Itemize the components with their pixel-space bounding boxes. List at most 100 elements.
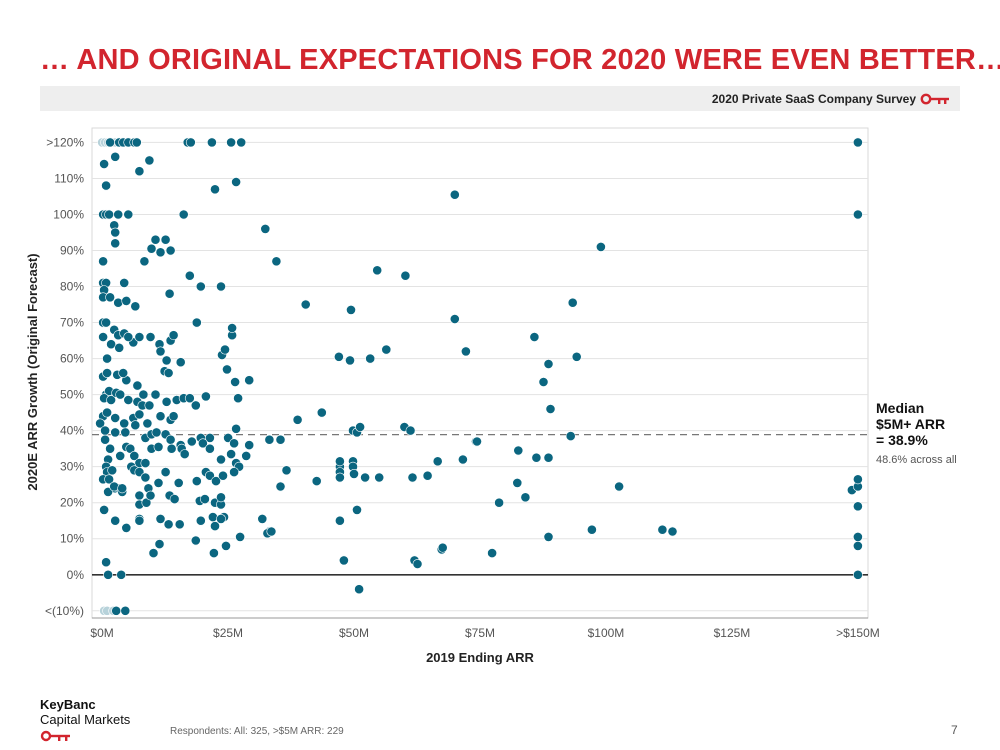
data-point xyxy=(334,515,345,526)
data-point xyxy=(229,438,239,449)
data-point xyxy=(98,256,108,267)
data-point xyxy=(520,492,531,503)
x-tick-label: $0M xyxy=(90,626,113,640)
data-point xyxy=(311,476,322,486)
data-point xyxy=(543,359,554,369)
data-point xyxy=(208,548,219,558)
data-point xyxy=(134,515,145,526)
data-point xyxy=(531,452,542,463)
data-point xyxy=(110,427,121,438)
data-point xyxy=(140,458,151,468)
data-point xyxy=(334,472,345,483)
respondents-note: Respondents: All: 325, >$5M ARR: 229 xyxy=(170,726,344,737)
data-point xyxy=(144,155,155,166)
data-points xyxy=(95,137,863,616)
data-point xyxy=(153,477,164,488)
x-tick-label: $75M xyxy=(465,626,495,640)
median-title: Median $5M+ ARR = 38.9% xyxy=(876,400,946,448)
data-point xyxy=(134,332,145,342)
data-point xyxy=(107,465,118,476)
data-point xyxy=(111,605,122,616)
data-point xyxy=(117,483,128,494)
data-point xyxy=(103,569,113,580)
data-point xyxy=(372,265,383,276)
data-point xyxy=(132,380,143,391)
plot-area xyxy=(91,127,869,619)
data-point xyxy=(104,474,114,485)
data-point xyxy=(472,436,482,447)
data-point xyxy=(264,434,275,445)
data-point xyxy=(146,243,157,254)
brand-block: KeyBanc Capital Markets xyxy=(40,697,130,743)
data-point xyxy=(163,519,174,530)
data-point xyxy=(292,414,303,425)
data-point xyxy=(105,443,115,454)
data-point xyxy=(216,281,226,292)
data-point xyxy=(543,452,554,463)
data-point xyxy=(206,137,217,148)
data-point xyxy=(360,472,370,483)
data-point xyxy=(116,569,127,580)
data-point xyxy=(241,450,252,461)
key-logo-icon xyxy=(920,93,949,105)
data-point xyxy=(165,434,176,445)
data-point xyxy=(216,492,226,503)
data-point xyxy=(538,377,549,387)
data-point xyxy=(281,465,292,476)
data-point xyxy=(160,467,171,477)
data-point xyxy=(195,515,206,526)
data-point xyxy=(168,330,179,341)
data-point xyxy=(211,476,221,486)
data-point xyxy=(494,497,504,508)
data-point xyxy=(175,357,186,368)
data-point xyxy=(195,281,206,292)
data-point xyxy=(155,346,166,357)
data-point xyxy=(199,494,210,504)
data-point xyxy=(244,375,255,386)
data-point xyxy=(853,541,863,551)
data-point xyxy=(121,295,132,306)
data-point xyxy=(587,524,597,535)
data-point xyxy=(160,234,171,245)
data-point xyxy=(118,368,129,378)
data-point xyxy=(190,535,201,546)
data-point xyxy=(190,400,201,411)
data-point xyxy=(154,539,165,549)
data-point xyxy=(596,241,606,252)
data-point xyxy=(113,297,124,308)
x-axis-title: 2019 Ending ARR xyxy=(426,650,534,665)
x-tick-label: $50M xyxy=(339,626,369,640)
data-point xyxy=(145,332,156,342)
data-point xyxy=(153,441,164,452)
data-point xyxy=(163,368,174,378)
data-point xyxy=(145,490,156,501)
data-point xyxy=(437,542,448,553)
y-tick-label: 40% xyxy=(60,424,84,438)
data-point xyxy=(275,434,286,445)
data-point xyxy=(457,454,468,465)
data-point xyxy=(174,519,185,530)
data-point xyxy=(853,532,863,542)
data-point xyxy=(853,137,863,148)
data-point xyxy=(365,353,376,364)
data-point xyxy=(99,159,109,169)
key-logo-icon xyxy=(40,730,70,742)
data-point xyxy=(226,137,236,148)
y-axis-title: 2020E ARR Growth (Original Forecast) xyxy=(25,253,40,490)
data-point xyxy=(178,209,189,220)
data-point xyxy=(226,449,236,459)
x-tick-label: $25M xyxy=(213,626,243,640)
data-point xyxy=(221,541,231,551)
data-point xyxy=(191,476,202,486)
y-tick-label: 10% xyxy=(60,532,84,546)
data-point xyxy=(105,137,115,148)
data-point xyxy=(120,605,131,616)
data-point xyxy=(119,277,130,288)
data-point xyxy=(316,407,327,418)
data-point xyxy=(216,514,226,524)
y-tick-label: 110% xyxy=(54,171,84,185)
y-tick-label: 50% xyxy=(60,388,84,402)
x-tick-label: $125M xyxy=(714,626,751,640)
data-point xyxy=(260,223,271,234)
data-point xyxy=(100,434,110,445)
